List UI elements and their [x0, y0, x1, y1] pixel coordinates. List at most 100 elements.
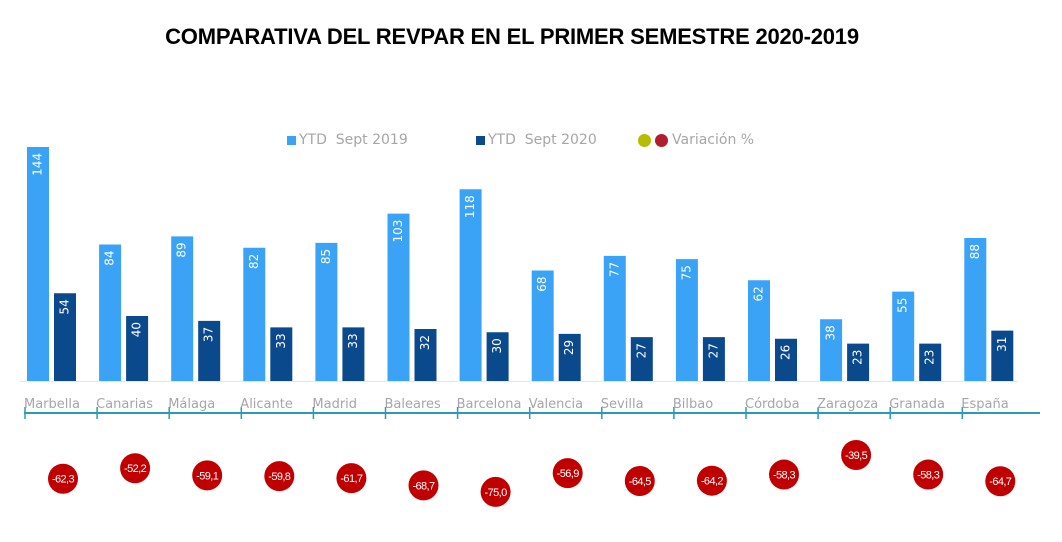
bar-2019 — [171, 236, 194, 381]
bar-label-2019: 88 — [968, 244, 982, 259]
legend-dot-red — [655, 133, 668, 147]
bar-label-2020: 23 — [851, 350, 865, 365]
bar-2019 — [603, 255, 626, 381]
legend-label-2020: YTD Sept 2020 — [488, 132, 597, 148]
variation-circle — [696, 465, 727, 496]
bar-label-2020: 31 — [995, 337, 1009, 352]
bar-2020 — [342, 327, 365, 381]
bar-2019 — [675, 259, 698, 381]
variation-circle — [336, 463, 367, 494]
bar-2019 — [964, 238, 987, 381]
bar-label-2019: 38 — [824, 325, 838, 340]
bar-2020 — [54, 293, 76, 381]
bar-label-2019: 77 — [607, 262, 621, 277]
variation-circle — [913, 459, 944, 490]
variation-circle — [985, 466, 1016, 497]
legend-dot-green — [638, 133, 651, 147]
bar-2019 — [99, 244, 122, 381]
bar-label-2019: 84 — [103, 251, 117, 266]
bar-2019 — [531, 270, 554, 381]
variation-circle — [552, 458, 583, 489]
category-label: Córdoba — [745, 397, 800, 412]
bar-2020 — [775, 338, 797, 381]
bar-label-2020: 23 — [923, 350, 937, 365]
variation-label: -59,8 — [268, 471, 291, 483]
chart-title: COMPARATIVA DEL REVPAR EN EL PRIMER SEME… — [165, 24, 859, 49]
variation-label: -58,3 — [917, 470, 940, 482]
variation-label: -64,5 — [629, 476, 652, 488]
variation-circle — [624, 466, 655, 496]
bar-label-2019: 118 — [463, 195, 477, 218]
bar-2019 — [459, 189, 482, 381]
variation-label: -64,7 — [989, 476, 1012, 488]
variation-label: -56,9 — [557, 468, 580, 480]
bar-2019 — [315, 242, 338, 381]
bar-label-2020: 30 — [490, 338, 504, 353]
category-label: Canarias — [96, 397, 153, 412]
bar-2020 — [847, 343, 870, 381]
variation-label: -61,7 — [340, 473, 363, 485]
category-label: Marbella — [24, 397, 80, 412]
category-label: Bilbao — [673, 397, 713, 412]
bar-2019 — [243, 247, 266, 381]
variation-circle — [480, 476, 511, 507]
bar-label-2019: 68 — [535, 277, 549, 292]
bar-label-2020: 32 — [418, 335, 432, 350]
bar-2020 — [702, 337, 725, 381]
category-label: Valencia — [529, 397, 583, 412]
bar-label-2020: 26 — [779, 345, 793, 360]
bar-label-2019: 85 — [319, 249, 333, 264]
variation-circle — [841, 440, 872, 470]
category-label: España — [961, 397, 1008, 412]
bar-label-2019: 103 — [391, 220, 405, 243]
legend-item-2020: YTD Sept 2020 — [476, 132, 597, 148]
category-label: Zaragoza — [817, 397, 878, 412]
bar-2020 — [558, 333, 581, 381]
bar-2019 — [748, 280, 770, 381]
bar-2020 — [126, 316, 149, 381]
bar-label-2019: 62 — [752, 286, 766, 301]
variation-label: -75,0 — [485, 487, 508, 499]
bar-2020 — [991, 330, 1014, 381]
variation-circle — [48, 463, 78, 494]
bar-2019 — [892, 291, 915, 381]
bar-2020 — [919, 343, 942, 381]
variation-circle — [120, 453, 151, 484]
bar-2019 — [387, 213, 410, 381]
category-label: Granada — [889, 397, 945, 412]
category-label: Madrid — [312, 397, 357, 412]
bar-label-2020: 33 — [274, 333, 288, 348]
bar-label-2019: 144 — [31, 153, 45, 176]
bar-label-2020: 40 — [130, 322, 144, 337]
legend-item-variation: Variación % — [638, 132, 754, 148]
bar-2019 — [27, 147, 49, 381]
bar-label-2020: 33 — [346, 333, 360, 348]
variation-circle — [769, 459, 799, 490]
category-label: Alicante — [240, 397, 293, 412]
category-label: Sevilla — [601, 397, 644, 412]
legend-label-2019: YTD Sept 2019 — [299, 132, 408, 148]
bar-2020 — [270, 327, 293, 381]
category-label: Málaga — [168, 397, 215, 412]
variation-label: -58,3 — [773, 470, 796, 482]
bar-label-2019: 55 — [896, 298, 910, 313]
bar-2020 — [486, 332, 509, 381]
bar-2019 — [820, 319, 843, 381]
bar-label-2020: 27 — [634, 343, 648, 358]
bar-label-2020: 29 — [562, 340, 576, 355]
variation-label: -59,1 — [196, 470, 219, 482]
category-label: Barcelona — [457, 397, 522, 412]
variation-label: -68,7 — [412, 480, 435, 492]
variation-label: -64,2 — [701, 476, 724, 488]
variation-circle — [264, 461, 295, 492]
legend-item-2019: YTD Sept 2019 — [287, 132, 408, 148]
bar-label-2019: 89 — [175, 242, 189, 257]
variation-circle — [408, 470, 439, 501]
bar-2020 — [414, 329, 437, 381]
bar-2020 — [630, 337, 653, 381]
bar-label-2019: 75 — [679, 265, 693, 280]
legend-swatch-2019 — [287, 135, 296, 145]
legend-swatch-2020 — [476, 135, 485, 145]
legend-label-variation: Variación % — [672, 132, 755, 148]
